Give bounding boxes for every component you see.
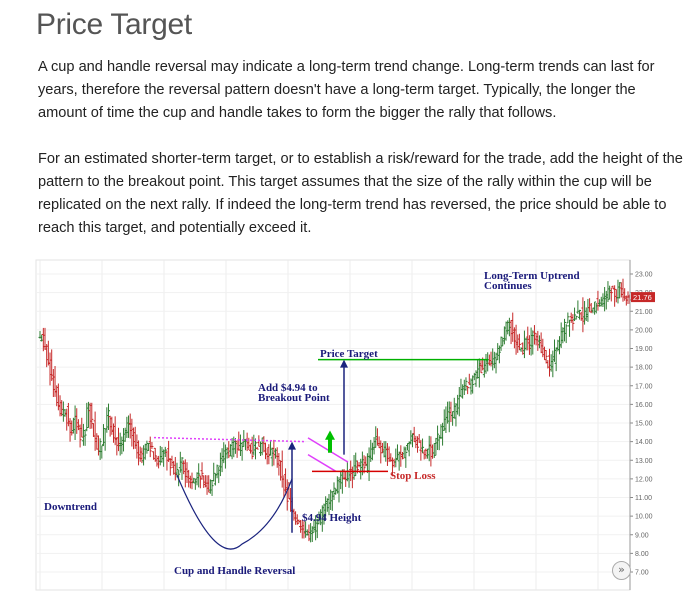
- y-tick-label: 14.00: [635, 439, 653, 446]
- y-tick-label: 19.00: [635, 346, 653, 353]
- y-tick-label: 20.00: [635, 327, 653, 334]
- last-price-marker: [631, 292, 655, 303]
- y-tick-label: 23.00: [635, 272, 653, 279]
- chart-overlays: [153, 358, 488, 550]
- paragraph-intro: A cup and handle reversal may indicate a…: [38, 59, 655, 121]
- stop-loss-label: Stop Loss: [390, 470, 436, 482]
- last-price-label: 21.76: [633, 293, 652, 302]
- y-tick-label: 12.00: [635, 476, 653, 483]
- cup-arc: [176, 474, 293, 550]
- y-tick-label: 10.00: [635, 514, 653, 521]
- chart-annotations: Downtrend Cup and Handle Reversal $4.94 …: [44, 270, 580, 577]
- price-bars: [38, 278, 632, 543]
- breakout-point-label: Breakout Point: [258, 392, 330, 404]
- height-label: $4.94 Height: [302, 512, 362, 524]
- y-tick-label: 16.00: [635, 402, 653, 409]
- handle-line-lower: [307, 454, 337, 473]
- y-tick-label: 21.00: [635, 309, 653, 316]
- y-tick-label: 18.00: [635, 365, 653, 372]
- height-arrow-head: [288, 441, 296, 450]
- breakout-arrow-icon: [325, 430, 335, 453]
- plot-frame: [35, 259, 631, 591]
- downtrend-label: Downtrend: [44, 501, 97, 513]
- add-amount-label: Add $4.94 to: [258, 382, 318, 394]
- long-term-label-line1: Long-Term Uptrend: [484, 270, 580, 282]
- chart-grid: [35, 259, 631, 591]
- target-arrow-head: [340, 359, 348, 368]
- paragraph-target: For an estimated shorter-term target, or…: [38, 151, 683, 236]
- y-tick-label: 9.00: [635, 532, 649, 539]
- y-tick-label: 11.00: [635, 495, 652, 502]
- y-tick-label: 17.00: [635, 383, 653, 390]
- y-tick-label: 13.00: [635, 458, 653, 465]
- long-term-label-line2: Continues: [484, 280, 532, 292]
- price-chart-svg: 23.0022.0021.0020.0019.0018.0017.0016.00…: [35, 259, 655, 591]
- y-tick-label: 15.00: [635, 421, 653, 428]
- expand-chart-button[interactable]: »: [612, 561, 631, 580]
- y-tick-label: 7.00: [635, 570, 649, 577]
- price-chart: 23.0022.0021.0020.0019.0018.0017.0016.00…: [35, 259, 655, 591]
- rim-line: [153, 436, 307, 443]
- price-axis: 23.0022.0021.0020.0019.0018.0017.0016.00…: [629, 260, 655, 590]
- cup-and-handle-label: Cup and Handle Reversal: [174, 565, 295, 577]
- page-title: Price Target: [36, 8, 192, 41]
- price-target-label: Price Target: [320, 348, 378, 360]
- y-tick-label: 8.00: [635, 551, 649, 558]
